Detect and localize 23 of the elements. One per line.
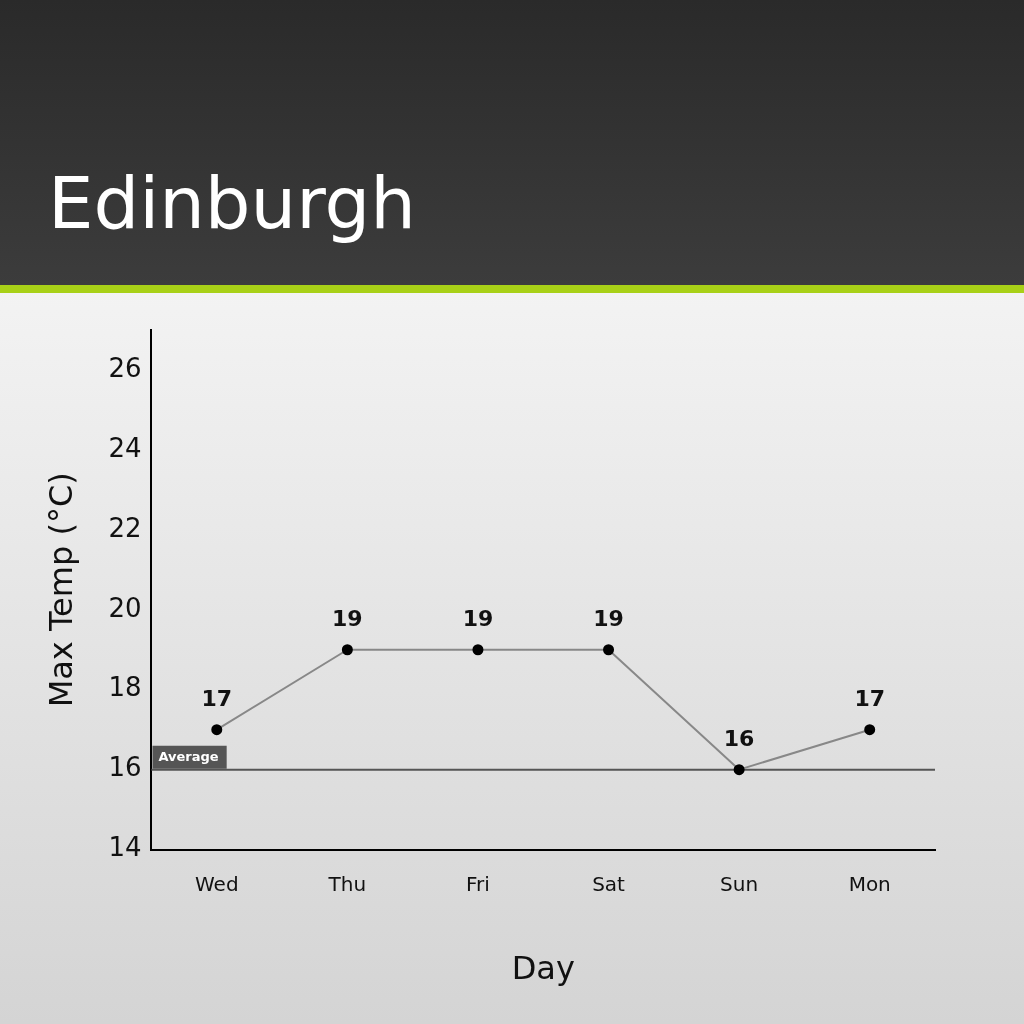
data-label: 19: [332, 606, 363, 632]
y-tick-label: 18: [108, 672, 142, 703]
chart-title: Edinburgh: [48, 160, 416, 247]
data-label: 17: [201, 686, 233, 712]
y-tick-label: 14: [108, 832, 142, 863]
data-label: 17: [854, 686, 886, 712]
ref-line-label: Average: [158, 749, 219, 765]
y-tick-label: 22: [108, 512, 142, 543]
y-tick-label: 16: [108, 752, 142, 783]
x-tick-label: Mon: [848, 871, 891, 896]
y-tick-label: 20: [108, 592, 142, 623]
data-label: 16: [723, 726, 755, 752]
data-label: 19: [593, 606, 624, 632]
x-tick-label: Sun: [720, 871, 759, 896]
y-tick-label: 26: [108, 352, 142, 383]
x-tick-label: Thu: [327, 871, 367, 896]
x-axis-title: Day: [511, 949, 575, 988]
y-tick-label: 24: [108, 432, 142, 463]
data-label: 19: [462, 606, 494, 632]
x-tick-label: Fri: [466, 871, 490, 896]
y-axis-title: Max Temp (°C): [41, 472, 80, 708]
x-tick-label: Sat: [592, 871, 626, 896]
x-tick-label: Wed: [194, 871, 239, 896]
